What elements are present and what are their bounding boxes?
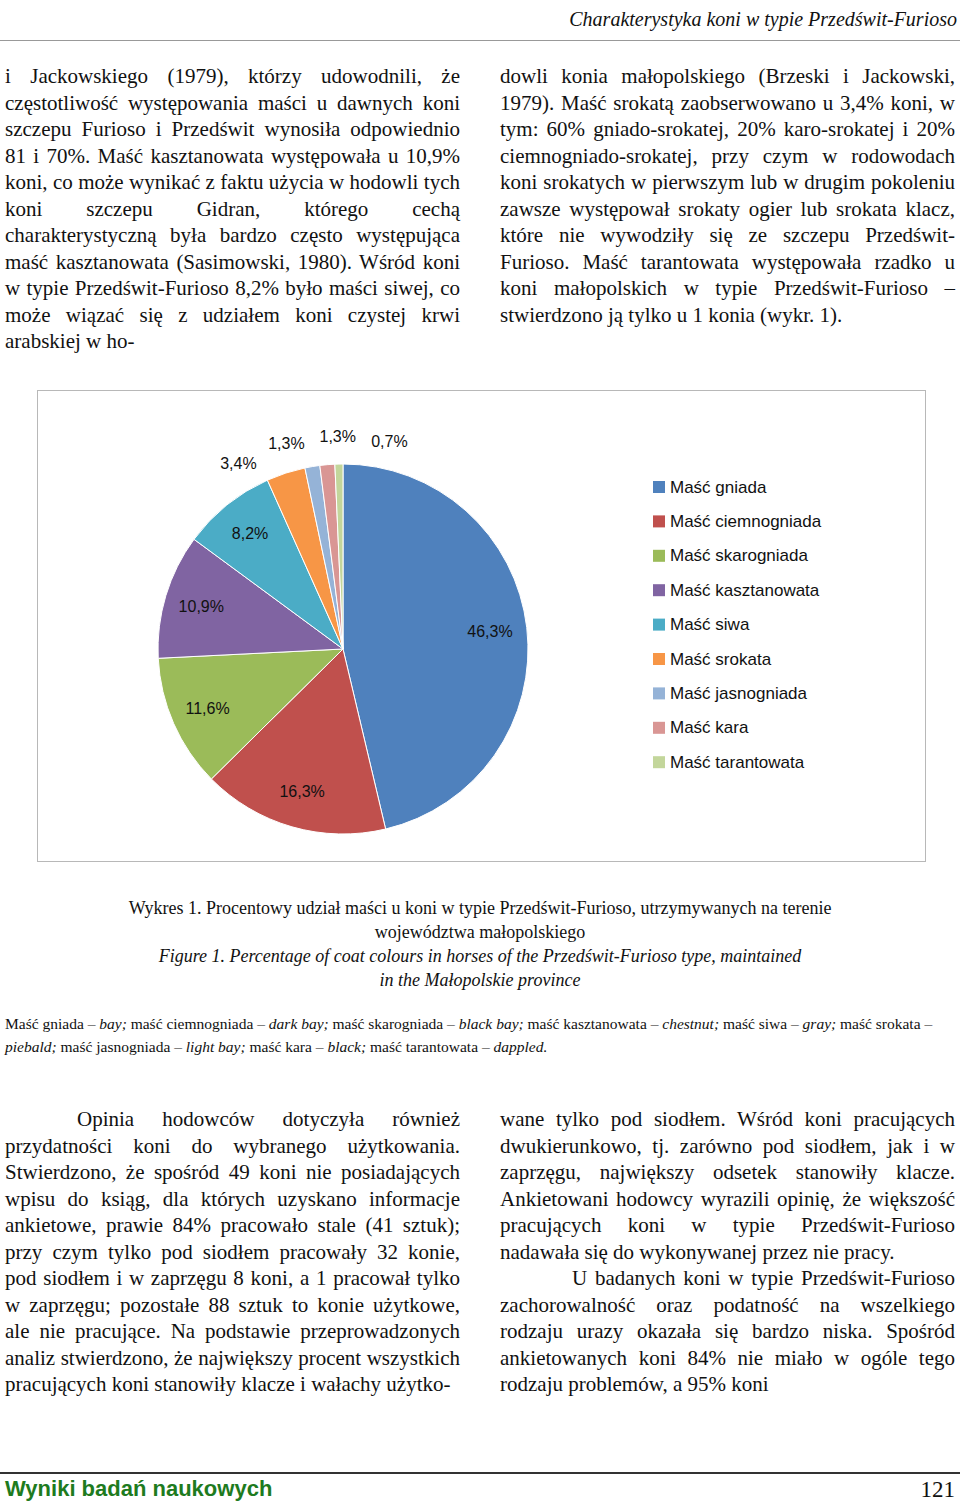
caption-line: Wykres 1. Procentowy udział maści u koni… xyxy=(0,896,960,920)
glossary-term: maść siwa – xyxy=(719,1015,803,1032)
data-label: 46,3% xyxy=(467,623,512,640)
legend-swatch xyxy=(653,756,665,768)
column-text: i Jackowskiego (1979), którzy udowodnili… xyxy=(5,63,460,355)
column-text: Opinia hodowców dotyczyła również przyda… xyxy=(5,1106,460,1398)
header-rule xyxy=(0,40,960,41)
data-label: 0,7% xyxy=(371,433,407,450)
legend-swatch xyxy=(653,584,665,596)
caption-line: Figure 1. Percentage of coat colours in … xyxy=(0,944,960,968)
glossary-term: bay; xyxy=(99,1015,127,1032)
legend-swatch xyxy=(653,481,665,493)
glossary-term: chestnut; xyxy=(662,1015,719,1032)
legend: Maść gniada Maść ciemnogniada Maść skarogn… xyxy=(653,478,822,772)
glossary: Maść gniada – bay; maść ciemnogniada – d… xyxy=(5,1012,950,1058)
column-text: wane tylko pod siodłem. Wśród koni pracu… xyxy=(500,1106,955,1398)
data-label: 10,9% xyxy=(179,598,224,615)
glossary-term: black bay; xyxy=(459,1015,524,1032)
legend-label: Maść jasnogniada xyxy=(670,684,808,703)
caption-line: in the Małopolskie province xyxy=(0,968,960,992)
legend-label: Maść srokata xyxy=(670,650,772,669)
glossary-term: maść skarogniada – xyxy=(329,1015,459,1032)
legend-swatch xyxy=(653,550,665,562)
glossary-term: maść srokata – xyxy=(836,1015,932,1032)
glossary-term: maść tarantowata – xyxy=(366,1038,493,1055)
glossary-term: dark bay; xyxy=(269,1015,329,1032)
footer-rule xyxy=(0,1472,960,1474)
chart-frame: 46,3% 16,3% 11,6% 10,9% 8,2% 3,4% 1,3% 1,3% 0,7%… xyxy=(37,390,926,862)
glossary-term: light bay; xyxy=(186,1038,246,1055)
page-number: 121 xyxy=(921,1477,956,1503)
legend-swatch xyxy=(653,722,665,734)
data-label: 11,6% xyxy=(185,700,229,717)
glossary-term: maść ciemnogniada – xyxy=(127,1015,269,1032)
column-text: dowli konia małopolskiego (Brzeski i Jac… xyxy=(500,63,955,328)
glossary-term: maść kara – xyxy=(246,1038,328,1055)
data-label: 1,3% xyxy=(320,428,356,445)
data-label: 1,3% xyxy=(268,435,304,452)
glossary-term: piebald; xyxy=(5,1038,57,1055)
glossary-term: Maść gniada – xyxy=(5,1015,99,1032)
data-label: 16,3% xyxy=(279,783,324,800)
pie-slice xyxy=(158,649,343,779)
chart: 46,3% 16,3% 11,6% 10,9% 8,2% 3,4% 1,3% 1,3% 0,7%… xyxy=(38,391,925,861)
legend-swatch xyxy=(653,653,665,665)
glossary-term: black; xyxy=(327,1038,366,1055)
glossary-term: maść jasnogniada – xyxy=(57,1038,186,1055)
legend-label: Maść tarantowata xyxy=(670,753,805,772)
pie-slice xyxy=(335,464,343,649)
legend-label: Maść gniada xyxy=(670,478,767,497)
pie xyxy=(158,464,528,834)
glossary-term: maść kasztanowata – xyxy=(524,1015,663,1032)
legend-label: Maść kasztanowata xyxy=(670,581,820,600)
data-labels: 46,3% 16,3% 11,6% 10,9% 8,2% 3,4% 1,3% 1,3% 0,7% xyxy=(179,428,513,800)
paragraph: Opinia hodowców dotyczyła również przyda… xyxy=(5,1106,460,1398)
pie-slice xyxy=(320,464,343,649)
footer-section: Wyniki badań naukowych xyxy=(5,1476,272,1502)
legend-label: Maść skarogniada xyxy=(670,546,809,565)
glossary-term: dappled. xyxy=(494,1038,548,1055)
legend-label: Maść kara xyxy=(670,718,749,737)
legend-label: Maść ciemnogniada xyxy=(670,512,822,531)
legend-label: Maść siwa xyxy=(670,615,750,634)
paragraph: wane tylko pod siodłem. Wśród koni pracu… xyxy=(500,1106,955,1265)
legend-swatch xyxy=(653,687,665,699)
glossary-term: gray; xyxy=(803,1015,837,1032)
caption-line: województwa małopolskiego xyxy=(0,920,960,944)
paragraph: U badanych koni w typie Przedświt-Furios… xyxy=(500,1265,955,1398)
legend-swatch xyxy=(653,619,665,631)
data-label: 3,4% xyxy=(220,455,256,472)
data-label: 8,2% xyxy=(232,525,268,542)
running-header: Charakterystyka koni w typie Przedświt-F… xyxy=(569,8,957,31)
legend-swatch xyxy=(653,515,665,527)
